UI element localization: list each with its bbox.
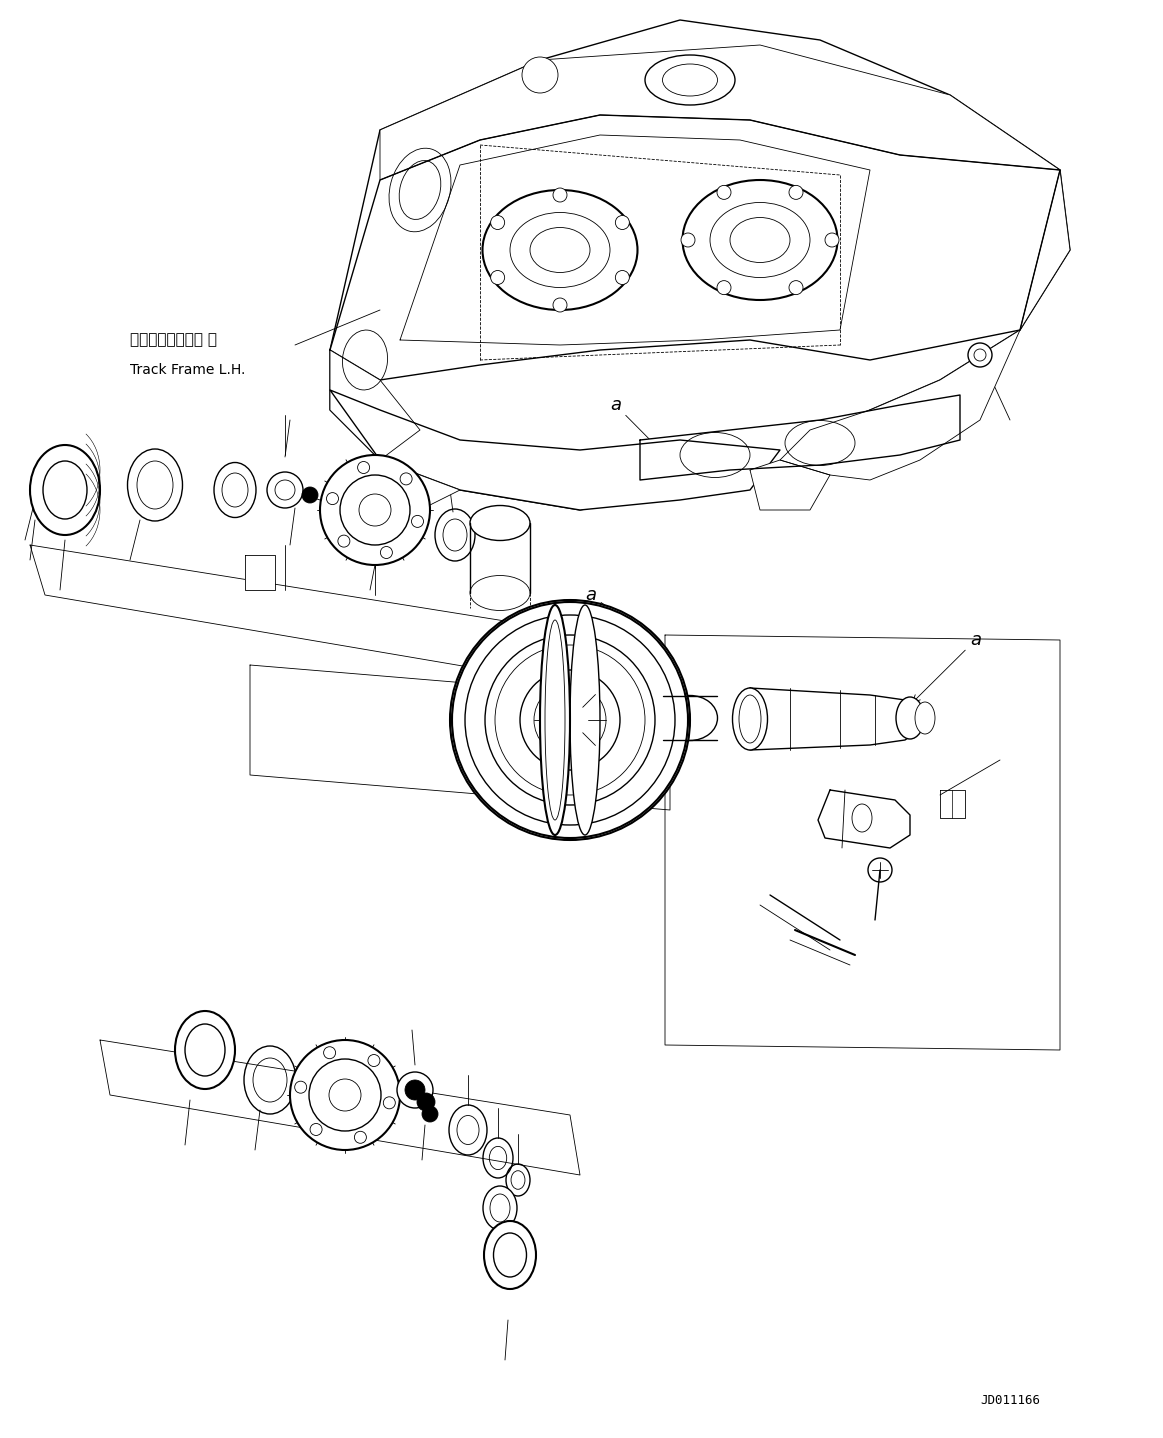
Ellipse shape xyxy=(530,227,590,272)
Circle shape xyxy=(302,487,317,503)
Circle shape xyxy=(552,298,568,312)
Circle shape xyxy=(400,473,412,485)
Ellipse shape xyxy=(43,462,87,519)
Polygon shape xyxy=(665,636,1059,1050)
Circle shape xyxy=(491,270,505,285)
Polygon shape xyxy=(330,349,420,460)
Ellipse shape xyxy=(683,180,837,301)
Ellipse shape xyxy=(915,702,935,733)
Circle shape xyxy=(340,475,411,545)
Circle shape xyxy=(968,344,992,367)
Ellipse shape xyxy=(483,1186,518,1229)
Circle shape xyxy=(418,1093,435,1112)
Circle shape xyxy=(789,280,802,295)
Polygon shape xyxy=(30,545,545,680)
Circle shape xyxy=(329,1078,361,1112)
Circle shape xyxy=(309,1058,381,1132)
Circle shape xyxy=(615,216,629,230)
Text: トラックフレーム 左: トラックフレーム 左 xyxy=(130,332,217,348)
Circle shape xyxy=(274,480,295,500)
Ellipse shape xyxy=(174,1011,235,1089)
Ellipse shape xyxy=(493,1232,527,1277)
Polygon shape xyxy=(245,555,274,590)
Circle shape xyxy=(290,1040,400,1150)
Ellipse shape xyxy=(137,462,173,509)
Circle shape xyxy=(384,1097,395,1109)
Polygon shape xyxy=(818,789,909,848)
Circle shape xyxy=(323,1047,336,1058)
Ellipse shape xyxy=(30,444,100,535)
Circle shape xyxy=(450,600,690,840)
Polygon shape xyxy=(380,45,1059,180)
Circle shape xyxy=(868,858,892,881)
Circle shape xyxy=(825,233,839,247)
Text: a: a xyxy=(611,395,668,457)
Circle shape xyxy=(359,495,391,526)
Text: JD011166: JD011166 xyxy=(980,1393,1040,1406)
Polygon shape xyxy=(330,20,1070,510)
Circle shape xyxy=(615,270,629,285)
Circle shape xyxy=(718,280,732,295)
Circle shape xyxy=(267,472,304,508)
Circle shape xyxy=(789,186,802,200)
Ellipse shape xyxy=(185,1024,224,1076)
Circle shape xyxy=(973,349,986,361)
Ellipse shape xyxy=(470,506,530,541)
Circle shape xyxy=(422,1106,438,1122)
Circle shape xyxy=(368,1054,380,1067)
Polygon shape xyxy=(750,687,920,751)
Circle shape xyxy=(338,535,350,546)
Ellipse shape xyxy=(483,190,637,311)
Polygon shape xyxy=(640,395,959,480)
Polygon shape xyxy=(780,329,1020,480)
Circle shape xyxy=(412,515,423,528)
Polygon shape xyxy=(361,460,461,521)
Circle shape xyxy=(294,1081,307,1093)
Polygon shape xyxy=(940,789,965,818)
Circle shape xyxy=(682,233,695,247)
Text: Track Frame L.H.: Track Frame L.H. xyxy=(130,362,245,377)
Ellipse shape xyxy=(739,695,761,743)
Ellipse shape xyxy=(633,696,687,741)
Ellipse shape xyxy=(470,575,530,611)
Text: a: a xyxy=(585,587,637,628)
Ellipse shape xyxy=(663,696,718,741)
Circle shape xyxy=(522,58,558,93)
Circle shape xyxy=(718,186,732,200)
Polygon shape xyxy=(250,664,670,810)
Circle shape xyxy=(552,188,568,201)
Text: a: a xyxy=(913,631,982,702)
Ellipse shape xyxy=(511,213,611,288)
Circle shape xyxy=(405,1080,424,1100)
Circle shape xyxy=(311,1123,322,1136)
Ellipse shape xyxy=(645,55,735,105)
Polygon shape xyxy=(750,460,830,510)
Ellipse shape xyxy=(490,1194,511,1222)
Circle shape xyxy=(397,1071,433,1109)
Ellipse shape xyxy=(733,687,768,751)
Circle shape xyxy=(357,462,370,473)
Ellipse shape xyxy=(128,449,183,521)
Circle shape xyxy=(320,454,430,565)
Ellipse shape xyxy=(663,65,718,96)
Polygon shape xyxy=(1020,170,1070,329)
Circle shape xyxy=(491,216,505,230)
Circle shape xyxy=(380,546,392,558)
Ellipse shape xyxy=(570,605,600,835)
Ellipse shape xyxy=(484,1221,536,1288)
Polygon shape xyxy=(330,115,1059,380)
Ellipse shape xyxy=(896,697,923,739)
Polygon shape xyxy=(100,1040,580,1175)
Circle shape xyxy=(327,493,338,505)
Polygon shape xyxy=(400,135,870,345)
Ellipse shape xyxy=(730,217,790,263)
Ellipse shape xyxy=(540,605,570,835)
Ellipse shape xyxy=(709,203,809,278)
Circle shape xyxy=(355,1132,366,1143)
Polygon shape xyxy=(330,390,780,510)
